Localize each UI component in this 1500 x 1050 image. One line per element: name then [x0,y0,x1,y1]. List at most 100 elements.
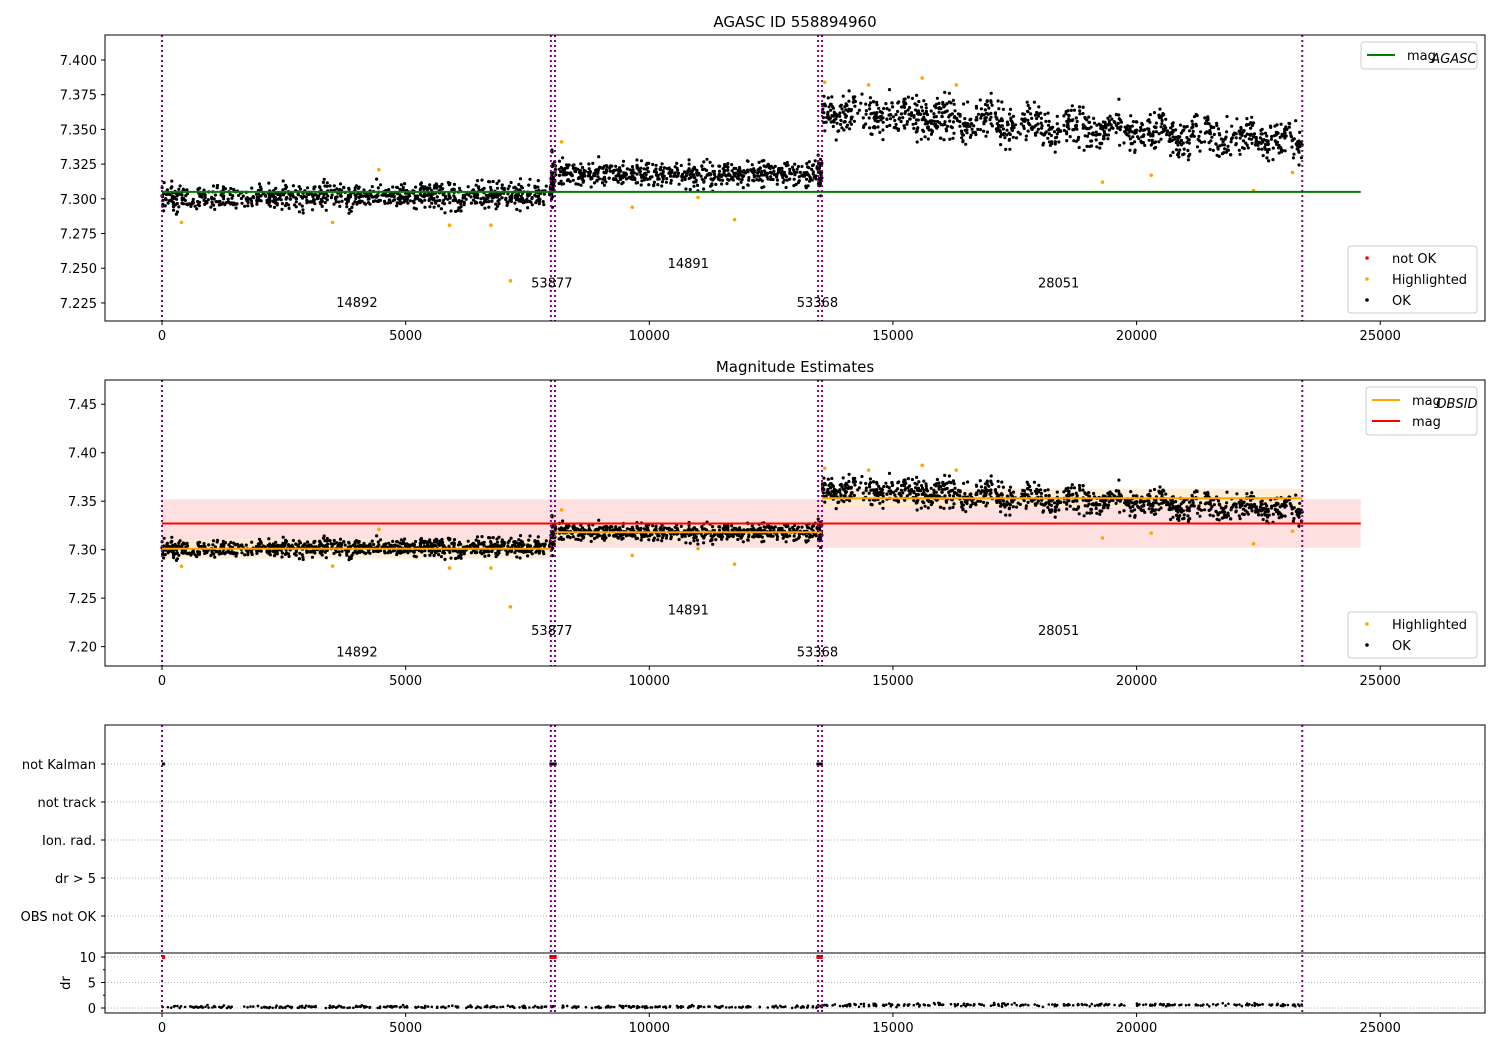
ok-point [1052,501,1057,505]
ok-point [662,174,666,178]
ok-point [856,111,860,115]
ok-point [826,114,830,118]
ok-point [475,535,480,539]
ok-point [323,184,327,188]
ok-point [635,536,640,540]
ok-point [952,482,956,486]
ok-point [611,169,615,173]
ok-point [1270,504,1274,508]
ok-point [1139,125,1143,130]
ok-point [502,542,506,546]
ok-point [245,196,249,200]
ok-point [914,130,918,134]
ok-point [887,108,891,112]
ok-point [1206,116,1210,120]
ok-point [835,121,839,125]
ok-point [162,556,166,560]
highlighted-point [330,220,335,225]
ok-point [1035,130,1039,134]
ok-point [628,168,632,172]
ok-point [491,196,495,200]
ok-point [580,177,585,181]
ok-point [286,543,290,547]
ok-point [579,162,583,166]
ok-point [413,194,417,198]
ok-point [985,99,989,104]
ok-point [868,107,872,111]
legend-frame [1360,41,1478,70]
ok-point [899,488,904,492]
ok-point [1053,150,1057,154]
ok-point [762,525,766,529]
ok-point [805,525,810,530]
ok-point [517,542,521,546]
ok-point [1159,137,1163,141]
highlighted-point [489,223,493,228]
ok-point [718,525,722,529]
ok-point [1256,140,1260,144]
ok-point [1290,145,1294,149]
ok-point [994,115,998,119]
ok-point [576,182,580,186]
ok-point [805,534,809,538]
ok-point [204,200,208,204]
ok-point [751,178,755,182]
ok-point [797,535,801,539]
ok-point [926,137,930,141]
ok-point [915,508,919,512]
ok-point [1030,491,1034,496]
ok-point [278,196,282,200]
ok-point [1257,513,1261,517]
ok-point [771,177,775,182]
ok-point [976,112,981,116]
ok-point [1182,147,1186,151]
ok-point [774,173,779,177]
ok-point [202,542,206,546]
ok-point [1050,142,1054,146]
ok-point [1270,134,1274,139]
ok-point [514,198,519,202]
ok-point [369,192,373,197]
ok-point [645,527,649,531]
ok-point [1007,138,1011,142]
ok-point [1081,123,1085,127]
ok-point [354,184,359,188]
ok-point [172,553,176,557]
ok-point [888,123,892,127]
ok-point [788,177,792,181]
ok-point [750,163,754,167]
ok-point [1296,146,1300,151]
ok-point [524,200,528,204]
ok-point [1265,134,1269,138]
ok-point [1260,138,1264,142]
ok-point [905,120,910,124]
ok-point [792,184,796,188]
ok-point [1065,139,1069,143]
ok-point [1102,500,1106,505]
ok-point [968,135,973,139]
ok-point [1067,489,1071,494]
ok-point [742,174,746,178]
ok-point [1100,126,1105,130]
ok-point [268,204,272,208]
ok-point [848,499,852,503]
ok-point [999,143,1003,147]
ok-point [386,201,390,205]
ok-point [936,125,940,129]
ok-point [696,542,700,546]
ok-point [166,201,170,205]
ok-point [1039,131,1043,135]
ok-point [1006,123,1010,127]
ok-point [537,202,541,206]
ok-point [419,181,423,185]
ok-point [297,539,301,543]
ok-point [466,185,470,189]
ok-point [563,166,567,170]
ok-point [826,477,830,481]
ok-point [888,492,893,496]
y-tick-label: 7.400 [60,54,97,69]
ok-point [1238,517,1242,521]
ok-point [340,199,344,203]
ok-point [1154,501,1158,505]
ok-point [868,96,873,100]
